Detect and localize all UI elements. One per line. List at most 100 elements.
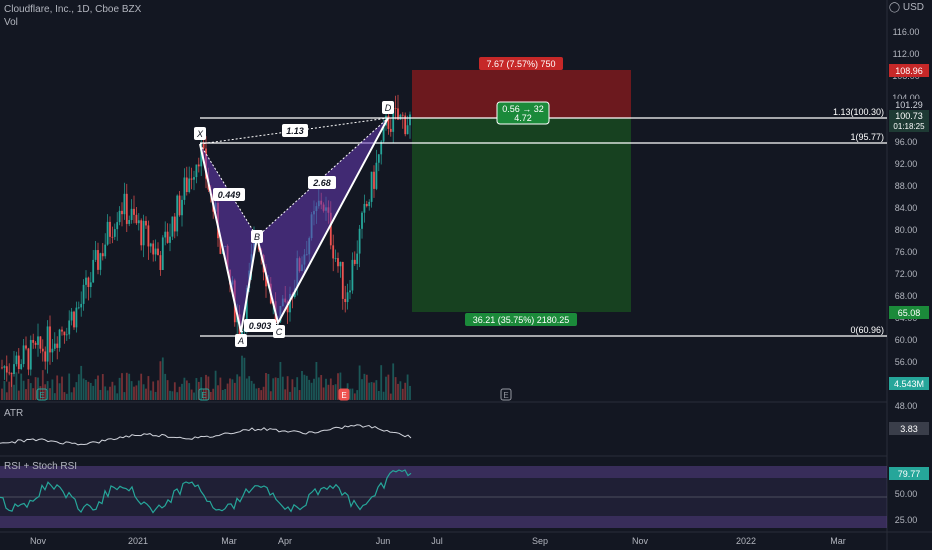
volume-bar [161,357,164,400]
candle-body [85,277,87,285]
price-tick: 56.00 [895,357,918,367]
rsi-tick-25: 25.00 [895,515,918,525]
volume-bar [397,383,399,400]
volume-bar [368,382,371,400]
candle-body [190,178,193,180]
volume-bar [113,385,116,400]
volume-bar [173,382,176,400]
take-profit-zone[interactable] [412,118,631,312]
point-c[interactable]: C [273,325,285,338]
position-center-label[interactable]: 0.56 → 32 4.72 [496,101,550,125]
earnings-marker-1[interactable]: E [36,388,48,401]
volume-bar [229,378,231,400]
volume-bar [267,373,270,400]
volume-bar [85,380,87,400]
candle-body [130,208,133,221]
candle-body [344,298,347,303]
svg-text:A: A [237,336,244,346]
volume-bar [209,391,212,400]
point-x[interactable]: X [194,127,206,140]
volume-bar [140,373,143,400]
candle-body [380,141,383,155]
volume-bar [392,363,395,400]
candle-body [65,334,68,336]
atr-title[interactable]: ATR [4,408,24,419]
volume-bar [380,365,383,400]
rsi-line [0,469,412,514]
volume-bar [217,385,219,400]
price-axis[interactable]: 116.00112.00108.00104.0096.0092.0088.008… [892,27,920,411]
volume-bar [147,376,150,400]
reward-label[interactable]: 36.21 (35.75%) 2180.25 [465,313,577,326]
candle-body [377,154,380,163]
volume-badge: 4.543M [889,377,929,390]
time-axis[interactable]: Nov 2021 Mar Apr Jun Jul Sep Nov 2022 Mar [30,536,846,546]
candle-body [53,343,56,349]
level-high-badge: 101.29 [889,99,929,111]
volume-bar [308,379,311,400]
candle-body [73,311,75,328]
volume-bar [17,390,20,400]
point-a[interactable]: A [235,334,247,347]
point-d[interactable]: D [382,101,394,114]
volume-bar [154,391,157,400]
candle-body [351,259,354,291]
candle-body [58,329,61,348]
rsi-title[interactable]: RSI + Stoch RSI [4,461,78,472]
volume-bar [394,377,397,400]
volume-bar [193,392,195,400]
volume-bar [56,375,59,400]
volume-bar [279,361,282,400]
pattern-xab-triangle[interactable] [200,144,257,332]
volume-bar [171,391,174,400]
candle-body [373,171,375,189]
earnings-marker-3[interactable]: E [338,388,350,401]
volume-bar [145,388,147,400]
risk-label[interactable]: 7.67 (7.57%) 750 [479,57,563,70]
candle-body [49,326,51,353]
point-b[interactable]: B [251,230,263,243]
candle-body [337,258,339,267]
ratio-bd[interactable]: 2.68 [308,176,336,189]
time-tick: Mar [830,536,846,546]
ratio-xd[interactable]: 1.13 [282,124,308,137]
volume-bar [46,381,49,400]
candle-body [404,115,407,135]
volume-bar [214,370,217,400]
ratio-ac[interactable]: 0.903 [244,319,276,332]
svg-text:0.56 → 32: 0.56 → 32 [502,104,544,114]
volume-bar [65,393,68,400]
candle-body [39,336,42,349]
candle-body [63,331,66,336]
volume-bar [181,383,183,400]
volume-bar [313,378,315,400]
volume-bar [157,380,159,400]
currency-label[interactable]: ◯ USD [888,2,924,13]
volume-bar [164,373,167,400]
candle-body [123,193,126,215]
time-tick: Sep [532,536,548,546]
time-tick: Apr [278,536,292,546]
volume-title[interactable]: Vol [4,17,18,28]
svg-text:X: X [196,129,204,139]
volume-bar [236,374,239,400]
volume-bar [248,376,251,400]
candle-body [401,114,404,116]
pattern-bcd-triangle[interactable] [257,118,388,323]
volume-bar [231,379,234,400]
symbol-title[interactable]: Cloudflare, Inc., 1D, Cboe BZX [4,4,142,15]
volume-bar [185,380,188,400]
volume-bar [75,382,78,400]
volume-bar [286,376,289,400]
volume-bar [142,384,145,400]
volume-bar [169,390,171,400]
earnings-marker-2[interactable]: E [198,388,210,401]
earnings-marker-upcoming[interactable]: E [500,388,512,401]
volume-bar [356,390,359,400]
volume-bar [317,377,320,400]
candle-body [68,320,71,335]
price-tick: 72.00 [895,269,918,279]
candle-body [145,220,147,226]
ratio-xb[interactable]: 0.449 [213,188,245,201]
